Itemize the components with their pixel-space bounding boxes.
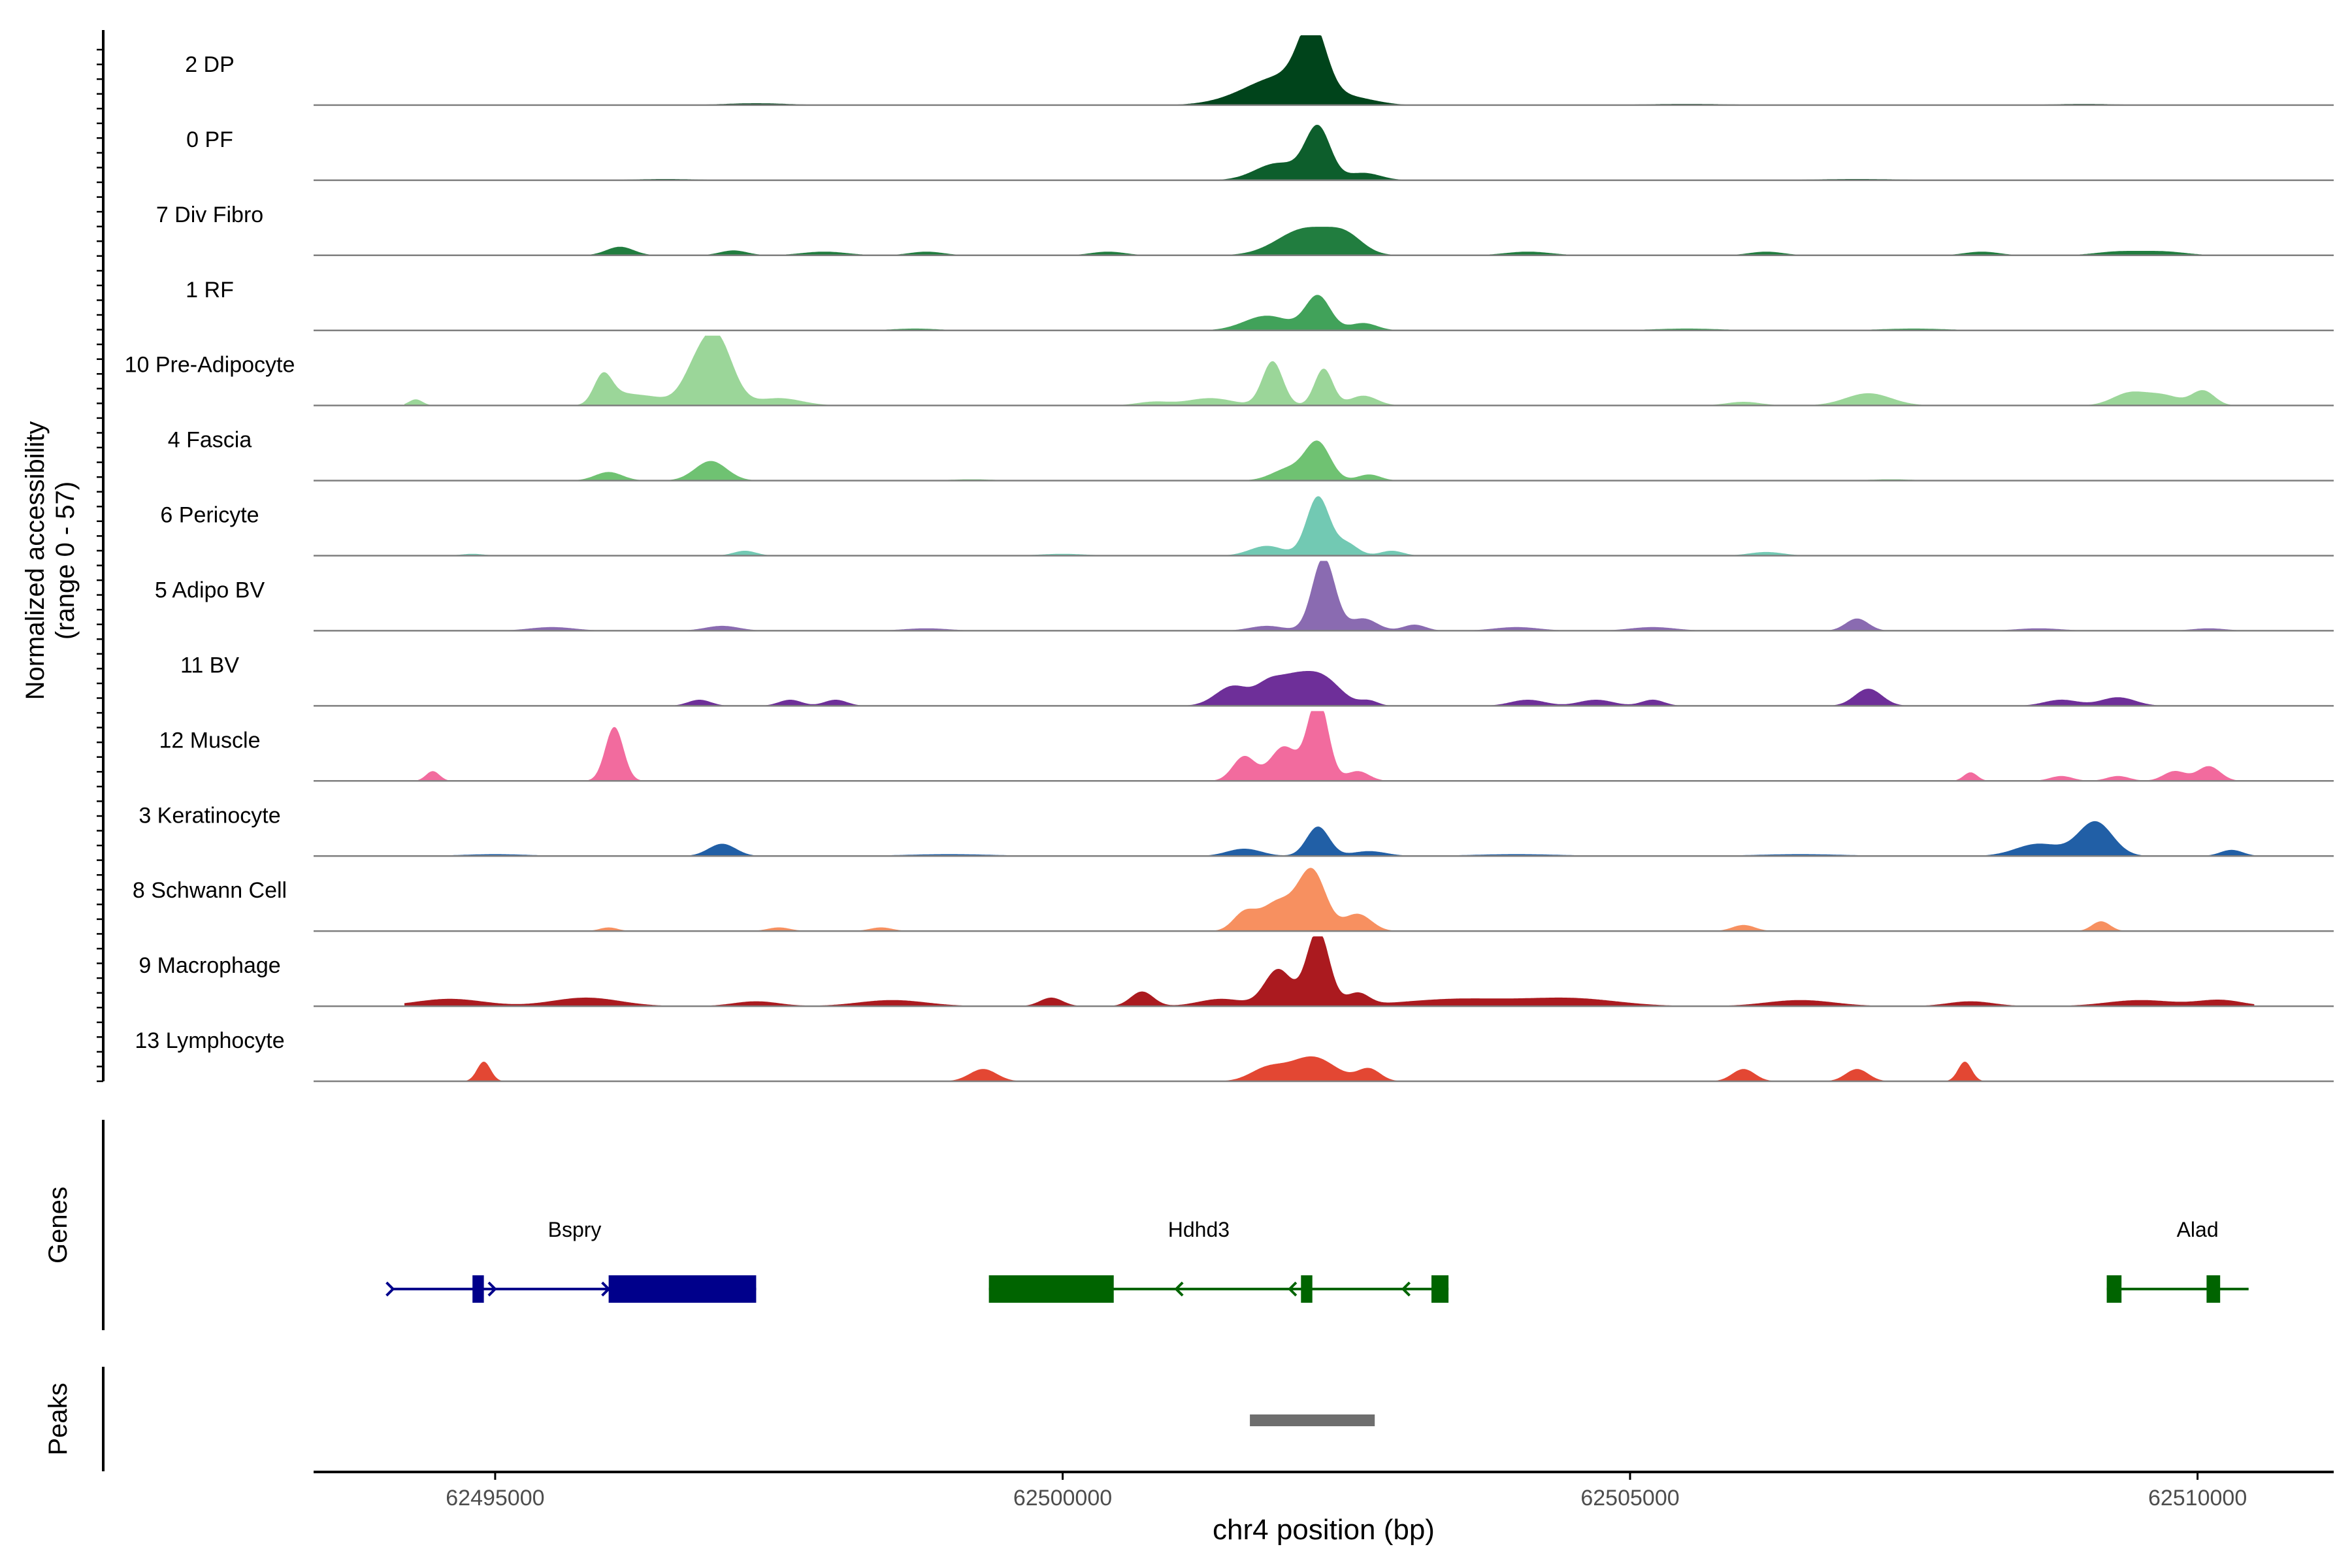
coverage-area xyxy=(404,671,2255,706)
coverage-area xyxy=(404,821,2255,857)
coverage-track: 7 Div Fibro xyxy=(156,203,2334,257)
track-label: 2 DP xyxy=(185,52,235,77)
coverage-track: 8 Schwann Cell xyxy=(133,868,2334,932)
gene-exon xyxy=(1431,1275,1449,1303)
gene-label: Alad xyxy=(2177,1218,2219,1241)
coverage-area xyxy=(404,496,2255,556)
track-label: 11 BV xyxy=(180,653,239,678)
track-label: 1 RF xyxy=(186,278,234,302)
coverage-y-axis-ticks xyxy=(97,48,103,1083)
track-label: 7 Div Fibro xyxy=(156,203,263,227)
coverage-area xyxy=(404,125,2255,180)
track-label: 13 Lymphocyte xyxy=(135,1028,284,1053)
strand-arrow xyxy=(1288,1281,1298,1297)
track-label: 0 PF xyxy=(186,127,233,152)
peaks-track xyxy=(1250,1414,1375,1426)
coverage-track: 3 Keratinocyte xyxy=(139,803,2334,857)
coverage-area xyxy=(404,227,2255,255)
gene-exon xyxy=(2106,1275,2122,1303)
coverage-area xyxy=(404,335,2255,406)
gene: Bspry xyxy=(385,1218,757,1303)
track-label: 10 Pre-Adipocyte xyxy=(125,353,295,378)
strand-arrow xyxy=(487,1281,497,1297)
coverage-track: 9 Macrophage xyxy=(139,936,2334,1007)
coverage-area xyxy=(404,936,2255,1007)
x-tick-label: 62505000 xyxy=(1580,1486,1679,1511)
gene-exon xyxy=(2206,1275,2221,1303)
coverage-area xyxy=(404,295,2255,331)
track-label: 9 Macrophage xyxy=(139,953,280,978)
coverage-track: 13 Lymphocyte xyxy=(135,1028,2334,1083)
coverage-area xyxy=(404,711,2255,781)
coverage-area xyxy=(404,35,2255,105)
x-axis-title: chr4 position (bp) xyxy=(1213,1514,1435,1546)
x-tick-label: 62500000 xyxy=(1013,1486,1112,1511)
x-tick-label: 62495000 xyxy=(446,1486,544,1511)
strand-arrow xyxy=(1174,1281,1184,1297)
track-label: 4 Fascia xyxy=(168,428,252,453)
genes-track: Bspry Hdhd3 Alad xyxy=(385,1218,2249,1303)
track-label: 12 Muscle xyxy=(159,728,261,753)
track-label: 8 Schwann Cell xyxy=(133,878,287,903)
coverage-track: 2 DP xyxy=(185,35,2334,106)
coverage-track: 11 BV xyxy=(180,653,2334,707)
coverage-track: 4 Fascia xyxy=(168,428,2334,482)
strand-arrow xyxy=(1401,1281,1411,1297)
coverage-area xyxy=(404,1056,2255,1081)
track-label: 5 Adipo BV xyxy=(155,578,265,603)
coverage-area xyxy=(404,868,2255,932)
coverage-area xyxy=(404,440,2255,481)
track-label: 6 Pericyte xyxy=(160,503,259,528)
gene: Alad xyxy=(2106,1218,2249,1303)
y-axis-title-line-2: (range 0 - 57) xyxy=(51,482,80,640)
coverage-track: 12 Muscle xyxy=(159,711,2334,782)
coverage-track: 5 Adipo BV xyxy=(155,561,2334,632)
y-axis-title-line-1: Normalized accessibility xyxy=(21,421,50,700)
gene-exon xyxy=(608,1275,757,1303)
y-axis-title: Normalized accessibility (range 0 - 57) xyxy=(21,421,80,700)
peak-region xyxy=(1250,1414,1375,1426)
coverage-track: 10 Pre-Adipocyte xyxy=(125,335,2334,406)
x-tick-label: 62510000 xyxy=(2148,1486,2247,1511)
gene: Hdhd3 xyxy=(988,1218,1449,1303)
gene-exon xyxy=(988,1275,1114,1303)
x-axis-ticks: 62495000 62500000 62505000 62510000 xyxy=(446,1472,2247,1511)
strand-arrow xyxy=(385,1281,395,1297)
track-label: 3 Keratinocyte xyxy=(139,803,280,828)
gene-label: Hdhd3 xyxy=(1168,1218,1230,1241)
coverage-track: 0 PF xyxy=(186,125,2334,182)
genes-track-label: Genes xyxy=(44,1186,73,1264)
coverage-area xyxy=(404,561,2255,631)
peaks-track-label: Peaks xyxy=(44,1382,73,1455)
coverage-track: 6 Pericyte xyxy=(160,496,2334,557)
gene-exon xyxy=(472,1275,484,1303)
strand-arrow xyxy=(601,1281,611,1297)
gene-exon xyxy=(1301,1275,1313,1303)
coverage-tracks: 2 DP 0 PF 7 Div Fibro 1 RF 10 Pre-Adipocyte 4… xyxy=(125,35,2334,1083)
coverage-track: 1 RF xyxy=(186,278,2334,331)
gene-label: Bspry xyxy=(548,1218,602,1241)
